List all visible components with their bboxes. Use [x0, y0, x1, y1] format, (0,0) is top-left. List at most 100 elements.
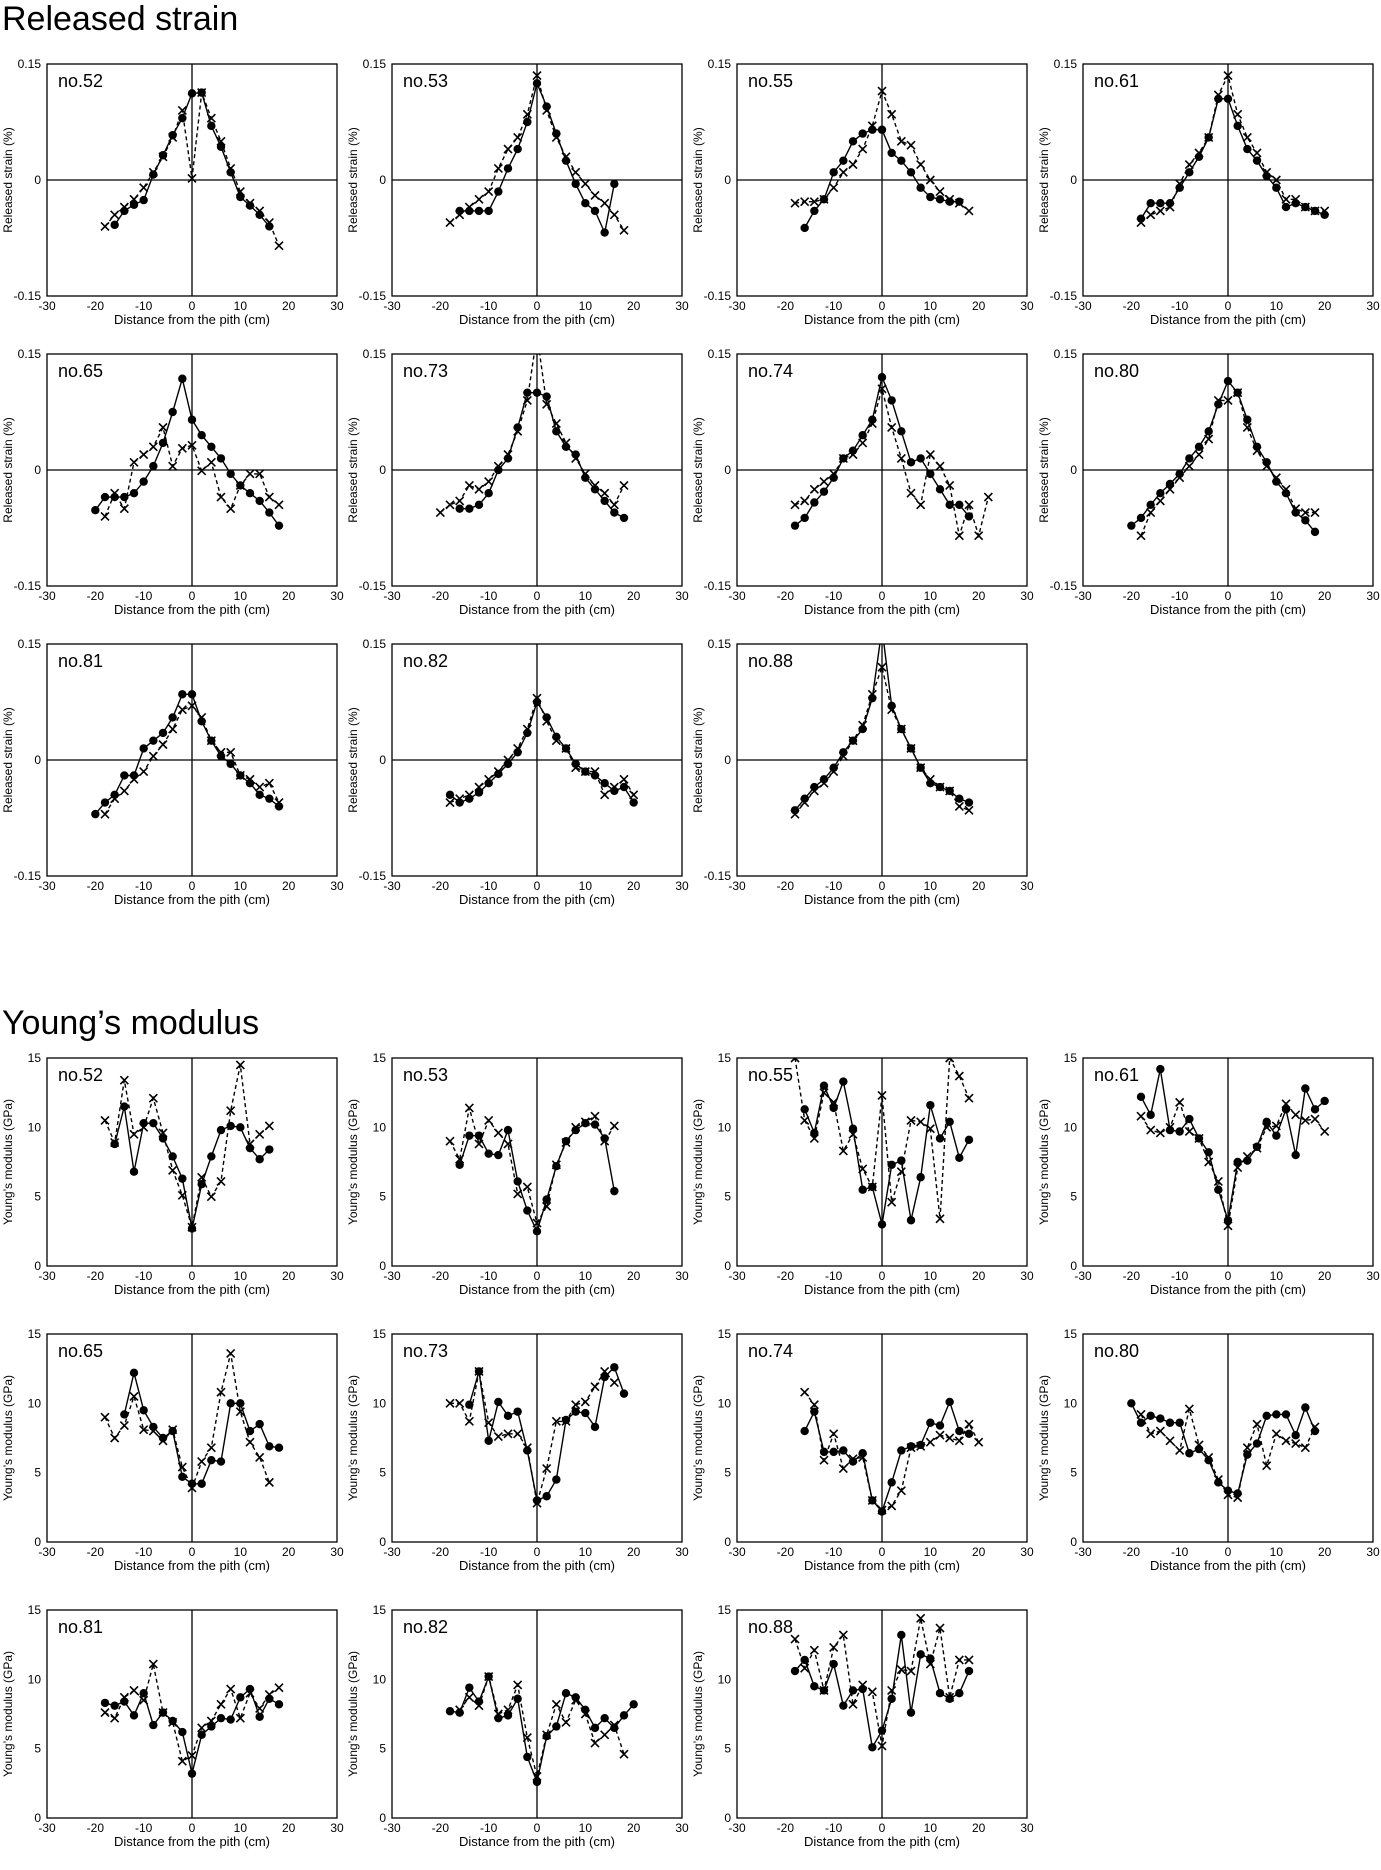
series-group	[435, 354, 629, 523]
cross-marker	[838, 1463, 848, 1474]
cross-marker	[1291, 504, 1301, 514]
x-tick-label: 20	[972, 589, 986, 603]
cross-marker	[158, 422, 168, 433]
chart-strain-no81: -30 -20 -10 0 10 20 30 0.15 0 -0.15 Distance from …	[1, 637, 344, 907]
x-tick-label: -20	[1123, 299, 1141, 313]
cross-marker	[983, 492, 993, 502]
cross-marker	[522, 1182, 532, 1192]
circle-marker	[868, 1743, 877, 1752]
series-group	[790, 644, 974, 819]
y-tick-label: 0.15	[18, 57, 42, 71]
cross-marker	[1136, 1111, 1146, 1121]
circle-marker	[216, 1457, 226, 1466]
cross-marker	[838, 167, 848, 177]
x-tick-label: -20	[432, 1545, 450, 1559]
circle-marker	[236, 1399, 245, 1408]
cross-marker	[455, 1398, 465, 1408]
circle-marker	[590, 206, 600, 216]
cross-marker	[954, 1655, 964, 1665]
cross-marker	[867, 1495, 877, 1505]
circle-marker	[590, 1723, 600, 1733]
cross-marker	[168, 1165, 178, 1175]
cross-marker	[887, 109, 897, 119]
cross-marker	[177, 705, 187, 715]
circle-marker	[955, 500, 964, 509]
y-axis-label: Released strain (%)	[691, 417, 705, 522]
cross-marker	[474, 194, 484, 204]
panel-label: no.82	[403, 651, 448, 671]
x-tick-label: 30	[1366, 299, 1380, 313]
cross-marker	[1223, 395, 1233, 405]
cross-marker	[896, 1167, 906, 1177]
x-tick-label: 20	[1318, 299, 1332, 313]
circle-marker	[197, 431, 206, 440]
circle-marker	[110, 1701, 119, 1710]
x-tick-label: -30	[383, 589, 401, 603]
x-tick-label: -20	[87, 1821, 105, 1835]
panel-label: no.61	[1094, 1065, 1139, 1085]
series-line-dashed	[104, 1353, 270, 1490]
cross-marker	[110, 1138, 120, 1148]
x-tick-label: 10	[924, 1545, 938, 1559]
cross-marker	[264, 217, 274, 228]
circle-marker	[839, 1701, 848, 1710]
circle-marker	[1156, 489, 1165, 498]
cross-marker	[896, 1486, 906, 1496]
cross-marker	[619, 480, 629, 491]
cross-marker	[609, 500, 619, 510]
circle-marker	[178, 374, 187, 383]
cross-marker	[503, 755, 513, 765]
y-tick-label: 0	[379, 1259, 386, 1273]
circle-marker	[1146, 1411, 1155, 1421]
x-tick-label: 10	[1270, 589, 1284, 603]
y-tick-label: 5	[379, 1190, 386, 1204]
cross-marker	[255, 1703, 265, 1714]
x-tick-label: 30	[1366, 589, 1380, 603]
circle-marker	[120, 1102, 129, 1111]
cross-marker	[1165, 1436, 1175, 1446]
circle-marker	[1146, 1110, 1155, 1120]
x-tick-label: 20	[627, 589, 641, 603]
cross-marker	[226, 1348, 236, 1358]
circle-marker	[139, 1406, 148, 1415]
y-tick-label: 0.15	[363, 57, 387, 71]
cross-marker	[916, 1613, 926, 1623]
circle-marker	[494, 1713, 503, 1723]
x-tick-label: 20	[282, 1545, 296, 1559]
cross-marker	[148, 1093, 158, 1103]
cross-marker	[1194, 449, 1204, 460]
cross-marker	[935, 1430, 945, 1440]
circle-marker	[926, 1418, 935, 1427]
x-tick-label: 10	[579, 879, 593, 893]
cross-marker	[177, 443, 187, 453]
cross-marker	[119, 202, 129, 212]
cross-marker	[609, 1377, 619, 1388]
cross-marker	[1262, 1461, 1272, 1471]
circle-marker	[906, 1216, 916, 1225]
x-tick-label: 30	[1020, 1269, 1034, 1283]
cross-marker	[580, 469, 590, 479]
x-tick-label: -30	[38, 299, 56, 313]
cross-marker	[877, 1505, 887, 1515]
cross-marker	[474, 1701, 484, 1711]
circle-marker	[120, 771, 129, 780]
cross-marker	[954, 198, 964, 208]
cross-marker	[600, 790, 610, 800]
cross-marker	[551, 736, 561, 746]
cross-marker	[964, 1093, 974, 1103]
cross-marker	[484, 1418, 494, 1428]
cross-marker	[206, 113, 216, 123]
circle-marker	[139, 195, 148, 205]
cross-marker	[887, 1685, 897, 1695]
circle-marker	[100, 492, 110, 502]
series-group	[445, 1103, 619, 1236]
panel-label: no.82	[403, 1617, 448, 1637]
circle-marker	[610, 1186, 619, 1196]
circle-marker	[1223, 94, 1233, 104]
circle-marker	[1233, 121, 1242, 131]
x-tick-label: 10	[1270, 1269, 1284, 1283]
cross-marker	[1291, 1110, 1301, 1120]
cross-marker	[100, 1115, 110, 1125]
circle-marker	[964, 1429, 974, 1439]
series-line-dashed	[794, 386, 989, 539]
